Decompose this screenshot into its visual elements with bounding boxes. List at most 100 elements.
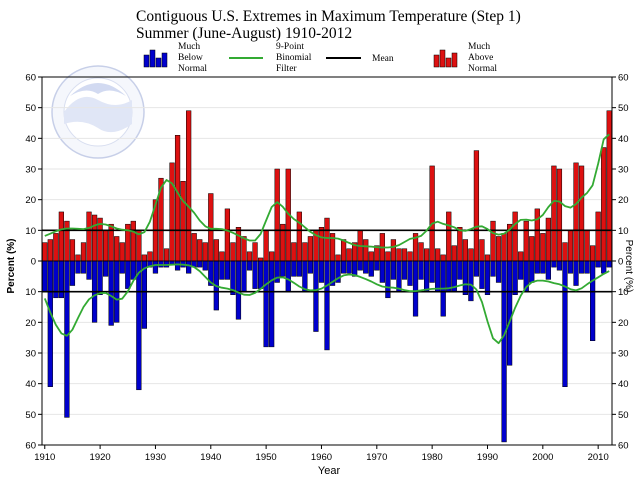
- bar-above-1949: [258, 258, 263, 261]
- bar-above-1963: [336, 255, 341, 261]
- bar-above-1987: [469, 249, 474, 261]
- bar-below-1918: [87, 261, 92, 279]
- bar-above-2006: [574, 163, 579, 261]
- legend-mean-label: Mean: [372, 54, 394, 64]
- bar-above-2003: [557, 169, 562, 261]
- bar-above-1976: [408, 252, 413, 261]
- bar-above-2012: [607, 111, 612, 261]
- bar-above-2007: [579, 166, 584, 261]
- bar-below-1950: [264, 261, 269, 347]
- bar-above-1943: [225, 209, 230, 261]
- bar-below-1977: [413, 261, 418, 316]
- bar-below-1927: [136, 261, 141, 390]
- bar-below-2009: [590, 261, 595, 341]
- bar-below-1934: [175, 261, 180, 270]
- bar-above-1914: [65, 221, 70, 261]
- bar-below-1992: [496, 261, 501, 282]
- bar-above-1968: [363, 240, 368, 261]
- bar-below-2005: [568, 261, 573, 273]
- y-tick-label-left: 60: [25, 73, 36, 84]
- bar-above-1924: [120, 243, 125, 261]
- bar-above-1948: [253, 243, 258, 261]
- bar-above-1974: [397, 249, 402, 261]
- bar-above-1919: [92, 215, 97, 261]
- bars: [42, 111, 611, 442]
- bar-above-1929: [148, 252, 153, 261]
- bar-above-1958: [308, 236, 313, 261]
- bar-below-1942: [219, 261, 224, 279]
- y-tick-label-left: 10: [25, 287, 36, 298]
- x-tick-label: 1980: [422, 452, 443, 463]
- x-tick-label: 1990: [477, 452, 498, 463]
- bar-above-1982: [441, 255, 446, 261]
- bar-below-2012: [607, 261, 612, 267]
- bar-above-1910: [42, 243, 47, 261]
- bar-below-1999: [535, 261, 540, 273]
- bar-below-1911: [48, 261, 53, 387]
- bar-below-2006: [574, 261, 579, 286]
- y-tick-label-right: 20: [618, 318, 629, 329]
- bar-above-1980: [430, 166, 435, 261]
- bar-above-1995: [513, 212, 518, 261]
- bar-below-1961: [325, 261, 330, 350]
- bar-below-2007: [579, 261, 584, 273]
- bar-above-1986: [463, 240, 468, 261]
- bar-below-1928: [142, 261, 147, 328]
- bar-below-1960: [319, 261, 324, 282]
- bar-below-1930: [153, 261, 158, 273]
- bar-above-1946: [242, 236, 247, 261]
- chart-title: Contiguous U.S. Extremes in Maximum Temp…: [136, 8, 521, 25]
- bar-above-2009: [590, 246, 595, 261]
- bar-above-1913: [59, 212, 64, 261]
- bar-below-1973: [391, 261, 396, 279]
- y-tick-label-right: 40: [618, 134, 629, 145]
- y-axis-label-left: Percent (%): [6, 238, 17, 293]
- y-tick-label-right: 30: [618, 165, 629, 176]
- y-tick-label-right: 20: [618, 195, 629, 206]
- bar-above-1917: [81, 243, 86, 261]
- bar-below-1958: [308, 261, 313, 273]
- bar-above-2008: [585, 230, 590, 261]
- x-tick-label: 1910: [34, 452, 55, 463]
- y-tick-label-left: 60: [25, 441, 36, 452]
- bar-below-1925: [125, 261, 130, 289]
- bar-below-1993: [502, 261, 507, 442]
- x-tick-label: 1920: [90, 452, 111, 463]
- bar-below-1953: [280, 261, 285, 276]
- bar-below-2010: [596, 261, 601, 267]
- y-tick-label-right: 50: [618, 103, 629, 114]
- bar-above-1945: [236, 227, 241, 261]
- bar-below-1995: [513, 261, 518, 295]
- bar-above-1957: [302, 243, 307, 261]
- bar-below-1924: [120, 261, 125, 273]
- y-tick-label-right: 30: [618, 349, 629, 360]
- bar-above-1975: [402, 249, 407, 261]
- bar-above-1996: [518, 252, 523, 261]
- bar-above-1926: [131, 221, 136, 261]
- y-tick-label-right: 10: [618, 226, 629, 237]
- bar-below-1975: [402, 261, 407, 279]
- bar-below-1916: [76, 261, 81, 273]
- y-tick-label-right: 0: [618, 257, 623, 268]
- bar-below-1946: [242, 261, 247, 292]
- bar-below-1957: [302, 261, 307, 292]
- bar-above-1933: [170, 163, 175, 261]
- bar-above-1935: [181, 181, 186, 261]
- bar-above-1921: [103, 230, 108, 261]
- noaa-logo: [52, 66, 144, 158]
- bar-below-1979: [424, 261, 429, 292]
- bar-below-1987: [469, 261, 474, 301]
- bar-below-1910: [42, 261, 47, 292]
- bar-above-1983: [446, 212, 451, 261]
- bar-above-2010: [596, 212, 601, 261]
- bar-below-1938: [197, 261, 202, 267]
- bar-above-1915: [70, 240, 75, 261]
- bar-below-1998: [529, 261, 534, 282]
- bar-above-2000: [540, 233, 545, 261]
- bar-above-1956: [297, 212, 302, 261]
- bar-above-1937: [192, 233, 197, 261]
- y-tick-label-left: 30: [25, 349, 36, 360]
- x-tick-label: 1970: [366, 452, 387, 463]
- y-axis-label-right: Percent (%): [623, 240, 634, 293]
- bar-above-1979: [424, 249, 429, 261]
